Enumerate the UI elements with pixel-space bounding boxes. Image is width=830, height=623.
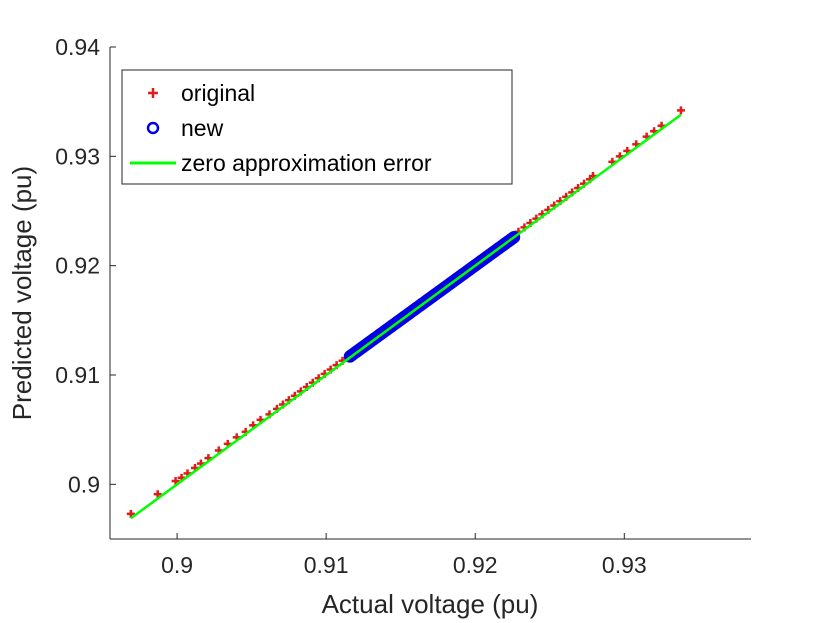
x-tick-label: 0.9 (161, 552, 193, 578)
original-point (171, 477, 180, 486)
legend-label-zero-error: zero approximation error (181, 150, 432, 176)
ticks: 0.9 0.91 0.92 0.93 0.9 0.91 0.92 0.93 0.94 (55, 34, 646, 578)
x-tick-label: 0.92 (453, 552, 498, 578)
x-tick-label: 0.91 (304, 552, 349, 578)
x-axis-title: Actual voltage (pu) (322, 589, 539, 619)
zero-error-line (130, 113, 682, 520)
legend: original new zero approximation error (121, 69, 513, 185)
y-tick-label: 0.9 (68, 471, 100, 497)
series-new (343, 230, 521, 363)
original-point (126, 509, 135, 518)
x-tick-label: 0.93 (602, 552, 647, 578)
legend-marker-original (148, 88, 158, 98)
original-point (153, 490, 162, 499)
legend-label-new: new (181, 115, 224, 141)
axes (109, 47, 751, 540)
y-tick-label: 0.92 (55, 253, 100, 279)
original-point (676, 106, 685, 115)
legend-box (121, 69, 513, 185)
series-original (126, 106, 685, 518)
legend-marker-new (146, 121, 160, 135)
legend-label-original: original (181, 80, 255, 106)
new-point (507, 230, 521, 244)
y-tick-label: 0.94 (55, 34, 100, 60)
y-tick-label: 0.93 (55, 143, 100, 169)
y-tick-label: 0.91 (55, 362, 100, 388)
y-axis-title: Predicted voltage (pu) (7, 166, 37, 420)
plot-area (126, 106, 685, 520)
